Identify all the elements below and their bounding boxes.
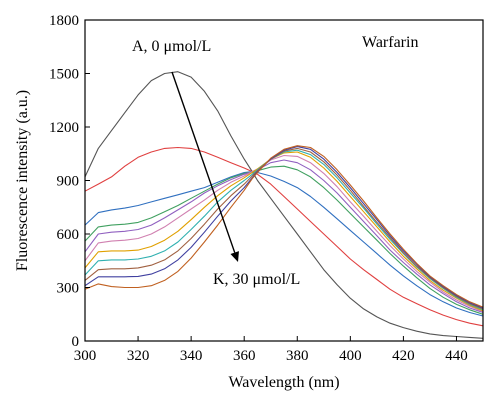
x-tick-label: 300 — [74, 348, 97, 364]
annotation-end-label: K, 30 μmol/L — [213, 271, 300, 288]
y-tick-label: 900 — [57, 174, 80, 190]
arrow-head — [230, 251, 239, 262]
y-tick-label: 300 — [57, 281, 80, 297]
x-tick-label: 320 — [127, 348, 150, 364]
y-tick-label: 1200 — [49, 120, 79, 136]
series-line-10 — [84, 146, 484, 309]
series-line-4 — [84, 165, 484, 315]
axis-ticks: 300 320 340 360 380 400 420 4400300600900120015… — [49, 13, 468, 364]
annotation-drug-label: Warfarin — [362, 34, 418, 51]
x-tick-label: 400 — [339, 348, 362, 364]
series-line-5 — [84, 159, 484, 314]
y-tick-label: 600 — [57, 227, 80, 243]
series-line-2 — [84, 146, 484, 327]
x-tick-label: 420 — [392, 348, 415, 364]
annotation-start-label: A, 0 μmol/L — [132, 38, 211, 55]
y-tick-label: 0 — [72, 334, 80, 350]
x-tick-label: 340 — [180, 348, 203, 364]
x-tick-label: 360 — [233, 348, 256, 364]
y-tick-label: 1500 — [49, 67, 79, 83]
annotation-arrow — [171, 71, 239, 262]
x-tick-label: 440 — [445, 348, 468, 364]
series-line-3 — [84, 171, 484, 317]
arrow-line — [171, 71, 236, 253]
series-line-1 — [84, 71, 484, 339]
series-line-6 — [84, 154, 484, 313]
x-axis-title: Wavelength (nm) — [228, 374, 339, 391]
series-line-11 — [84, 145, 484, 308]
y-axis-title: Fluorescence intensity (a.u.) — [14, 90, 31, 271]
x-tick-label: 380 — [286, 348, 309, 364]
y-tick-label: 1800 — [49, 13, 79, 29]
series-lines — [84, 71, 484, 339]
plot-frame — [84, 19, 484, 342]
